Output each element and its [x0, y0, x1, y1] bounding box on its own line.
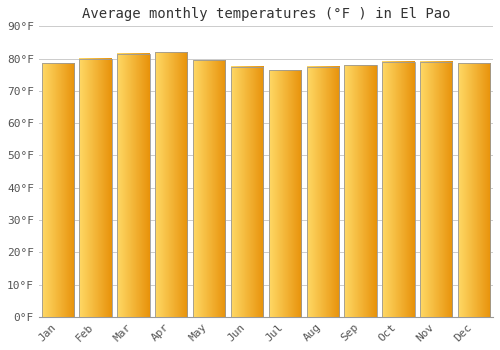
Bar	[382, 62, 414, 317]
Bar	[193, 60, 225, 317]
Bar	[269, 70, 301, 317]
Bar	[420, 62, 452, 317]
Title: Average monthly temperatures (°F ) in El Pao: Average monthly temperatures (°F ) in El…	[82, 7, 450, 21]
Bar	[118, 54, 150, 317]
Bar	[231, 66, 263, 317]
Bar	[344, 65, 376, 317]
Bar	[458, 63, 490, 317]
Bar	[155, 52, 188, 317]
Bar	[306, 66, 339, 317]
Bar	[80, 58, 112, 317]
Bar	[42, 63, 74, 317]
